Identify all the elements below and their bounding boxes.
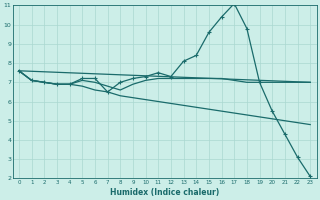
X-axis label: Humidex (Indice chaleur): Humidex (Indice chaleur) [110,188,219,197]
